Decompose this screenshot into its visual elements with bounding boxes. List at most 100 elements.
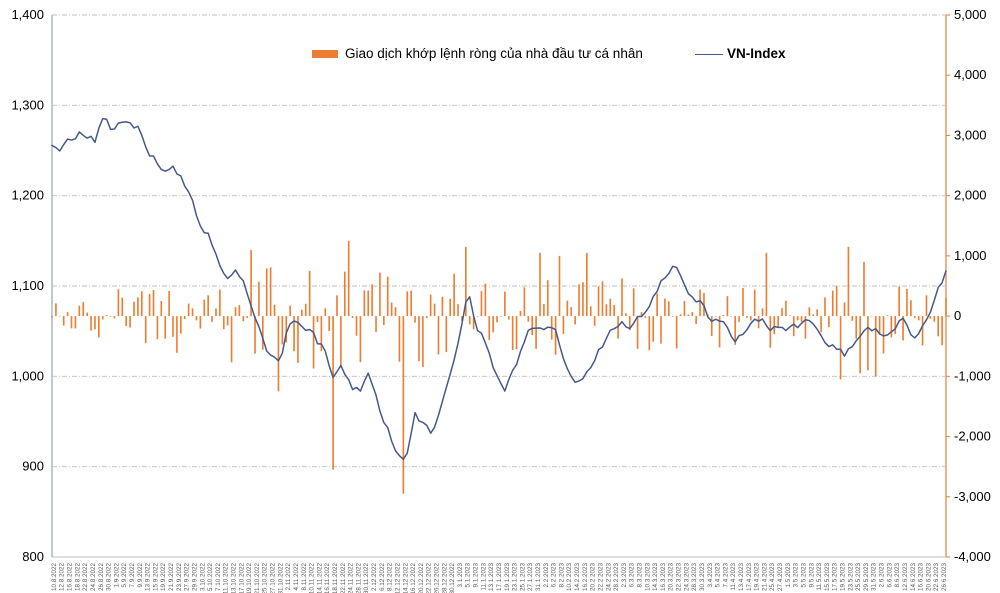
svg-text:1,200: 1,200 xyxy=(11,188,44,203)
svg-text:19.5.2023: 19.5.2023 xyxy=(840,563,847,592)
svg-text:2.11.2022: 2.11.2022 xyxy=(285,563,292,591)
svg-text:30.11.2022: 30.11.2022 xyxy=(363,563,370,593)
svg-text:22.11.2022: 22.11.2022 xyxy=(340,563,347,593)
svg-text:9.1.2023: 9.1.2023 xyxy=(473,563,480,588)
svg-text:9.9.2022: 9.9.2022 xyxy=(137,563,144,588)
svg-text:31.10.2022: 31.10.2022 xyxy=(277,563,284,593)
svg-text:13.9.2022: 13.9.2022 xyxy=(145,563,152,592)
svg-text:27.10.2022: 27.10.2022 xyxy=(270,563,277,593)
svg-text:24.11.2022: 24.11.2022 xyxy=(348,563,355,593)
svg-text:11.1.2023: 11.1.2023 xyxy=(480,563,487,591)
svg-text:5,000: 5,000 xyxy=(954,7,987,22)
svg-text:3,000: 3,000 xyxy=(954,127,987,142)
svg-text:19.4.2023: 19.4.2023 xyxy=(754,563,761,592)
svg-text:28.2.2023: 28.2.2023 xyxy=(613,563,620,592)
svg-text:5.9.2022: 5.9.2022 xyxy=(121,563,128,588)
svg-text:6.12.2022: 6.12.2022 xyxy=(379,563,386,592)
svg-text:30.8.2022: 30.8.2022 xyxy=(106,563,113,592)
svg-text:5.1.2023: 5.1.2023 xyxy=(465,563,472,588)
svg-text:5.5.2023: 5.5.2023 xyxy=(800,563,807,588)
svg-text:1,000: 1,000 xyxy=(954,248,987,263)
svg-text:14.6.2023: 14.6.2023 xyxy=(910,563,917,592)
svg-text:24.8.2022: 24.8.2022 xyxy=(90,563,97,592)
svg-text:1,100: 1,100 xyxy=(11,278,44,293)
svg-text:21.10.2022: 21.10.2022 xyxy=(254,563,261,593)
svg-text:26.6.2023: 26.6.2023 xyxy=(941,563,948,592)
svg-text:22.6.2023: 22.6.2023 xyxy=(933,563,940,592)
svg-text:9.5.2023: 9.5.2023 xyxy=(808,563,815,588)
svg-text:22.12.2022: 22.12.2022 xyxy=(426,563,433,593)
svg-text:16.2.2023: 16.2.2023 xyxy=(582,563,589,592)
svg-text:900: 900 xyxy=(22,459,44,474)
svg-text:26.12.2022: 26.12.2022 xyxy=(433,563,440,593)
svg-text:8.3.2023: 8.3.2023 xyxy=(636,563,643,588)
svg-text:17.5.2023: 17.5.2023 xyxy=(832,563,839,592)
svg-text:23.5.2023: 23.5.2023 xyxy=(847,563,854,592)
svg-text:1,400: 1,400 xyxy=(11,7,44,22)
svg-text:18.8.2022: 18.8.2022 xyxy=(74,563,81,592)
svg-text:14.12.2022: 14.12.2022 xyxy=(402,563,409,593)
svg-text:8.6.2023: 8.6.2023 xyxy=(894,563,901,588)
svg-text:20.2.2023: 20.2.2023 xyxy=(590,563,597,592)
svg-text:31.1.2023: 31.1.2023 xyxy=(535,563,542,592)
svg-text:29.5.2023: 29.5.2023 xyxy=(863,563,870,592)
svg-text:11.4.2023: 11.4.2023 xyxy=(730,563,737,591)
svg-text:25.1.2023: 25.1.2023 xyxy=(519,563,526,592)
svg-text:6.3.2023: 6.3.2023 xyxy=(629,563,636,588)
svg-text:21.4.2023: 21.4.2023 xyxy=(761,563,768,592)
svg-text:30.12.2022: 30.12.2022 xyxy=(449,563,456,593)
svg-text:10.2.2023: 10.2.2023 xyxy=(566,563,573,592)
svg-text:15.9.2022: 15.9.2022 xyxy=(152,563,159,592)
svg-text:18.11.2022: 18.11.2022 xyxy=(332,563,339,593)
svg-text:7.9.2022: 7.9.2022 xyxy=(129,563,136,588)
svg-text:-4,000: -4,000 xyxy=(954,549,991,564)
svg-text:27.9.2022: 27.9.2022 xyxy=(184,563,191,592)
svg-text:6.2.2023: 6.2.2023 xyxy=(551,563,558,588)
svg-text:24.3.2023: 24.3.2023 xyxy=(683,563,690,592)
svg-text:2,000: 2,000 xyxy=(954,188,987,203)
svg-text:27.1.2023: 27.1.2023 xyxy=(527,563,534,592)
svg-text:15.5.2023: 15.5.2023 xyxy=(824,563,831,592)
svg-text:22.2.2023: 22.2.2023 xyxy=(597,563,604,592)
svg-text:29.9.2022: 29.9.2022 xyxy=(191,563,198,592)
svg-text:23.1.2023: 23.1.2023 xyxy=(512,563,519,592)
svg-text:23.9.2022: 23.9.2022 xyxy=(176,563,183,592)
svg-text:28.12.2022: 28.12.2022 xyxy=(441,563,448,593)
svg-text:13.4.2023: 13.4.2023 xyxy=(738,563,745,592)
svg-text:12.6.2023: 12.6.2023 xyxy=(902,563,909,592)
svg-text:2.12.2022: 2.12.2022 xyxy=(371,563,378,592)
svg-text:8.2.2023: 8.2.2023 xyxy=(558,563,565,588)
svg-text:4.11.2022: 4.11.2022 xyxy=(293,563,300,591)
svg-text:20.12.2022: 20.12.2022 xyxy=(418,563,425,593)
svg-text:25.10.2022: 25.10.2022 xyxy=(262,563,269,593)
svg-text:6.6.2023: 6.6.2023 xyxy=(886,563,893,588)
svg-text:21.9.2022: 21.9.2022 xyxy=(168,563,175,592)
svg-text:-2,000: -2,000 xyxy=(954,429,991,444)
svg-text:1,000: 1,000 xyxy=(11,368,44,383)
svg-text:19.10.2022: 19.10.2022 xyxy=(246,563,253,593)
svg-text:8.11.2022: 8.11.2022 xyxy=(301,563,308,591)
svg-text:1.9.2022: 1.9.2022 xyxy=(113,563,120,588)
svg-text:2.6.2023: 2.6.2023 xyxy=(879,563,886,588)
svg-text:16.3.2023: 16.3.2023 xyxy=(660,563,667,592)
svg-text:14.2.2023: 14.2.2023 xyxy=(574,563,581,592)
svg-text:7.4.2023: 7.4.2023 xyxy=(722,563,729,588)
svg-text:10.3.2023: 10.3.2023 xyxy=(644,563,651,592)
svg-text:19.1.2023: 19.1.2023 xyxy=(504,563,511,592)
svg-text:20.3.2023: 20.3.2023 xyxy=(668,563,675,592)
svg-text:17.10.2022: 17.10.2022 xyxy=(238,563,245,593)
svg-text:27.4.2023: 27.4.2023 xyxy=(777,563,784,592)
svg-text:-3,000: -3,000 xyxy=(954,489,991,504)
svg-text:16.12.2022: 16.12.2022 xyxy=(410,563,417,593)
svg-text:22.3.2023: 22.3.2023 xyxy=(676,563,683,592)
svg-text:25.5.2023: 25.5.2023 xyxy=(855,563,862,592)
svg-text:16.8.2022: 16.8.2022 xyxy=(67,563,74,592)
svg-text:25.4.2023: 25.4.2023 xyxy=(769,563,776,592)
svg-text:22.8.2022: 22.8.2022 xyxy=(82,563,89,592)
svg-text:30.3.2023: 30.3.2023 xyxy=(699,563,706,592)
svg-text:14.3.2023: 14.3.2023 xyxy=(652,563,659,592)
svg-text:1.5.2023: 1.5.2023 xyxy=(785,563,792,588)
svg-text:31.5.2023: 31.5.2023 xyxy=(871,563,878,592)
svg-text:8.12.2022: 8.12.2022 xyxy=(387,563,394,592)
svg-text:-1,000: -1,000 xyxy=(954,368,991,383)
